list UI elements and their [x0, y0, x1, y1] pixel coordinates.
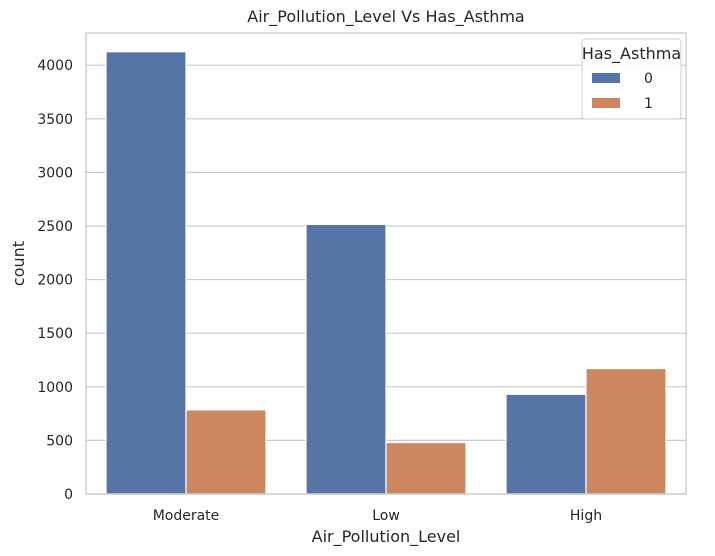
x-tick-label: High	[570, 508, 602, 524]
legend-items: 01	[592, 71, 653, 112]
y-tick-label: 1500	[37, 326, 73, 342]
plot-frame	[85, 32, 687, 495]
legend-title: Has_Asthma	[582, 44, 681, 64]
x-tick-labels: Moderate Low High	[153, 508, 602, 524]
y-tick-labels: 0 500 1000 1500 2000 2500 3000 3500 4000	[37, 58, 73, 503]
legend: Has_Asthma 01	[581, 38, 682, 120]
legend-swatch-0	[592, 73, 620, 83]
y-tick-label: 500	[46, 433, 73, 449]
legend-label-0: 0	[644, 71, 653, 87]
bar-low-0	[305, 223, 387, 495]
y-tick-label: 0	[64, 487, 73, 503]
legend-label-1: 1	[644, 96, 653, 112]
x-tick-label: Low	[372, 508, 400, 524]
x-tick-label: Moderate	[153, 508, 220, 524]
y-tick-label: 2000	[37, 273, 73, 289]
bar-low-1	[385, 441, 467, 495]
bar-high-1	[585, 367, 667, 495]
y-tick-label: 2500	[37, 219, 73, 235]
x-axis-label: Air_Pollution_Level	[312, 527, 461, 547]
y-axis-label: count	[9, 241, 28, 286]
bar-moderate-1	[185, 409, 267, 495]
bar-high-0	[505, 393, 587, 495]
bar-moderate-0	[105, 51, 187, 495]
y-tick-label: 4000	[37, 58, 73, 74]
y-tick-label: 3000	[37, 165, 73, 181]
legend-swatch-1	[592, 98, 620, 108]
chart-title: Air_Pollution_Level Vs Has_Asthma	[247, 7, 524, 27]
y-tick-label: 3500	[37, 112, 73, 128]
bars	[105, 51, 667, 495]
y-tick-label: 1000	[37, 380, 73, 396]
